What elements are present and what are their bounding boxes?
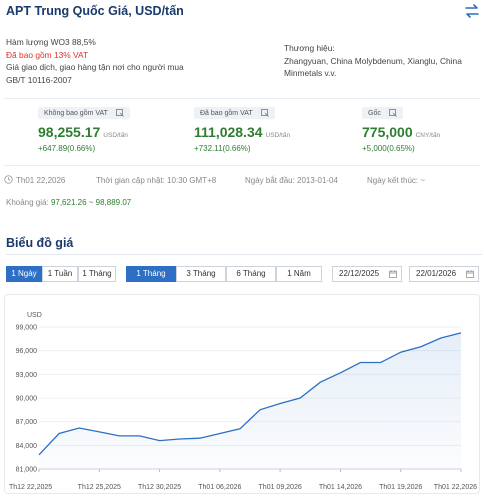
period-button-1-month[interactable]: 1 Tháng bbox=[78, 266, 116, 282]
y-tick-label: 81,000 bbox=[16, 467, 38, 474]
x-tick-label: Th12 30,2025 bbox=[138, 484, 181, 491]
price-range: Khoảng giá: 97,621.26 ~ 98,889.07 bbox=[6, 198, 131, 207]
export-icon[interactable] bbox=[388, 109, 397, 117]
card-change: +732.11(0.66%) bbox=[194, 144, 251, 153]
product-specs: Hàm lượng WO3 88,5% Đã bao gồm 13% VAT G… bbox=[6, 36, 266, 86]
brand-value-line2: Minmetals v.v. bbox=[284, 68, 337, 78]
card-price-value: 98,255.17 bbox=[38, 124, 101, 140]
card-price-value: 775,000 bbox=[362, 124, 413, 140]
meta-end-date: Ngày kết thúc: ~ bbox=[367, 176, 426, 185]
meta-date: Th01 22,2026 bbox=[16, 176, 66, 185]
card-change: +647.89(0.66%) bbox=[38, 144, 96, 153]
range-button-1-month[interactable]: 1 Tháng bbox=[126, 266, 176, 282]
y-tick-label: 93,000 bbox=[16, 372, 38, 379]
chart-controls: 1 Ngày 1 Tuần 1 Tháng 1 Tháng 3 Tháng 6 … bbox=[4, 266, 480, 284]
card-price-unit: CNY/tấn bbox=[415, 132, 441, 139]
price-range-label: Khoảng giá: bbox=[6, 198, 51, 207]
page-header: APT Trung Quốc Giá, USD/tấn bbox=[6, 4, 482, 22]
spec-vat: Đã bao gồm 13% VAT bbox=[6, 49, 89, 60]
spec-purity: Hàm lượng WO3 88,5% bbox=[6, 37, 96, 47]
card-price-value: 111,028.34 bbox=[194, 124, 263, 140]
clock-icon bbox=[4, 175, 13, 184]
chart-section-title: Biểu đồ giá bbox=[6, 236, 74, 250]
price-card-excl-vat: Không bao gồm VAT 98,255.17 USD/tấn +647.… bbox=[38, 107, 130, 161]
end-date-input[interactable]: 22/01/2026 bbox=[409, 266, 479, 282]
spec-standard: GB/T 10116-2007 bbox=[6, 74, 72, 85]
price-chart-svg: USD 81,000 84,000 87,000 90,000 93,000 96,000 9… bbox=[9, 312, 477, 491]
export-icon[interactable] bbox=[116, 109, 124, 117]
page-title: APT Trung Quốc Giá, USD/tấn bbox=[6, 4, 184, 18]
x-tick-label: Th01 22,2026 bbox=[434, 484, 477, 491]
x-tick-label: Th01 19,2026 bbox=[379, 484, 422, 491]
card-tag: Đã bao gồm VAT bbox=[194, 107, 275, 119]
card-price-unit: USD/tấn bbox=[103, 132, 128, 139]
range-button-1-year[interactable]: 1 Năm bbox=[276, 266, 322, 282]
section-divider bbox=[6, 254, 482, 255]
y-tick-label: 87,000 bbox=[16, 419, 38, 426]
y-tick-label: 84,000 bbox=[16, 443, 38, 450]
card-tag: Không bao gồm VAT bbox=[38, 107, 130, 119]
card-tag-label: Gốc bbox=[368, 109, 381, 117]
x-tick-label: Th12 22,2025 bbox=[9, 484, 52, 491]
chart-series-line bbox=[38, 332, 462, 456]
export-icon[interactable] bbox=[260, 109, 269, 117]
x-tick-label: Th01 06,2026 bbox=[198, 484, 241, 491]
chart-area-fill bbox=[39, 332, 461, 469]
card-price-unit: USD/tấn bbox=[265, 132, 291, 139]
swap-arrows-icon[interactable] bbox=[464, 4, 480, 18]
card-price: 111,028.34 USD/tấn bbox=[194, 124, 290, 140]
range-button-3-month[interactable]: 3 Tháng bbox=[176, 266, 226, 282]
brand-label: Thương hiệu: bbox=[284, 43, 335, 53]
price-range-value: 97,621.26 ~ 98,889.07 bbox=[50, 198, 132, 207]
brand-value-line1: Zhangyuan, China Molybdenum, Xianglu, Ch… bbox=[284, 55, 462, 66]
y-tick-label: 99,000 bbox=[16, 325, 38, 332]
calendar-icon[interactable] bbox=[466, 270, 474, 278]
card-tag-label: Đã bao gồm VAT bbox=[200, 109, 253, 117]
brand-info: Thương hiệu: Zhangyuan, China Molybdenum… bbox=[284, 42, 474, 80]
meta-start-date: Ngày bắt đầu: 2013-01-04 bbox=[245, 176, 338, 185]
range-button-6-month[interactable]: 6 Tháng bbox=[226, 266, 276, 282]
card-change: +5,000(0.65%) bbox=[362, 144, 415, 153]
card-tag-label: Không bao gồm VAT bbox=[44, 109, 108, 117]
price-cards: Không bao gồm VAT 98,255.17 USD/tấn +647.… bbox=[4, 98, 480, 166]
price-card-incl-vat: Đã bao gồm VAT 111,028.34 USD/tấn +732.11… bbox=[194, 107, 290, 161]
x-tick-label: Th01 14,2026 bbox=[319, 484, 362, 491]
y-axis-unit-label: USD bbox=[27, 312, 42, 319]
end-date-value: 22/01/2026 bbox=[416, 269, 457, 278]
price-chart: USD 81,000 84,000 87,000 90,000 93,000 96,000 9… bbox=[4, 294, 480, 494]
calendar-icon[interactable] bbox=[389, 270, 397, 278]
meta-updated: Thời gian cập nhật: 10:30 GMT+8 bbox=[96, 176, 217, 185]
start-date-input[interactable]: 22/12/2025 bbox=[332, 266, 402, 282]
period-button-1-week[interactable]: 1 Tuần bbox=[42, 266, 78, 282]
period-button-1-day[interactable]: 1 Ngày bbox=[6, 266, 42, 282]
card-tag: Gốc bbox=[362, 107, 403, 119]
price-card-origin: Gốc 775,000 CNY/tấn +5,000(0.65%) bbox=[362, 107, 440, 161]
x-tick-label: Th01 09,2026 bbox=[259, 484, 302, 491]
spec-delivery: Giá giao dịch, giao hàng tận nơi cho ngư… bbox=[6, 62, 184, 72]
y-tick-label: 96,000 bbox=[16, 348, 38, 355]
x-tick-label: Th12 25,2025 bbox=[78, 484, 121, 491]
price-meta: Th01 22,2026 Thời gian cập nhật: 10:30 G… bbox=[4, 174, 480, 188]
card-price: 775,000 CNY/tấn bbox=[362, 124, 440, 140]
card-price: 98,255.17 USD/tấn bbox=[38, 124, 130, 140]
start-date-value: 22/12/2025 bbox=[339, 269, 380, 278]
y-tick-label: 90,000 bbox=[16, 396, 38, 403]
